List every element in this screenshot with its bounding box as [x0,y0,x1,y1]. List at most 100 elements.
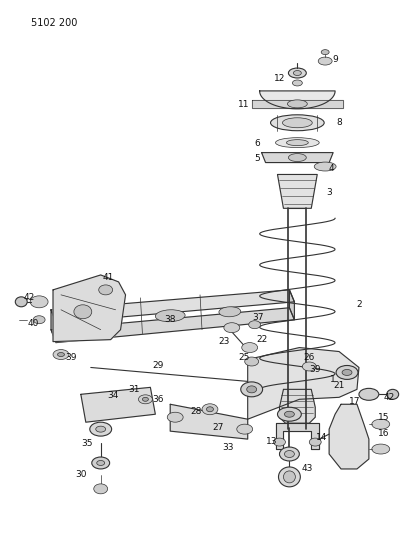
Ellipse shape [15,297,27,307]
Ellipse shape [271,115,324,131]
Text: 16: 16 [378,429,390,438]
Ellipse shape [284,471,295,483]
Ellipse shape [277,407,302,421]
Text: 12: 12 [274,75,285,84]
Text: 22: 22 [256,335,267,344]
Ellipse shape [94,484,108,494]
Ellipse shape [167,412,183,422]
Ellipse shape [33,316,45,324]
Ellipse shape [318,57,332,65]
Text: 6: 6 [255,139,260,148]
Ellipse shape [359,389,379,400]
Ellipse shape [219,307,241,317]
Ellipse shape [138,395,152,404]
Ellipse shape [321,50,329,54]
Polygon shape [279,389,315,423]
Ellipse shape [242,343,257,352]
Polygon shape [53,275,126,342]
Ellipse shape [237,424,253,434]
Ellipse shape [293,80,302,86]
Ellipse shape [372,419,390,429]
Polygon shape [51,310,56,343]
Ellipse shape [314,162,336,171]
Text: 17: 17 [349,397,361,406]
Ellipse shape [288,68,306,78]
Text: 34: 34 [107,391,118,400]
Text: 4: 4 [328,164,334,173]
Text: 39: 39 [310,365,321,374]
Text: 3: 3 [326,188,332,197]
Ellipse shape [279,447,299,461]
Ellipse shape [142,397,149,401]
Ellipse shape [245,357,259,366]
Text: 25: 25 [238,353,249,362]
Ellipse shape [99,285,113,295]
Text: 30: 30 [75,471,86,479]
Text: 39: 39 [65,353,77,362]
Polygon shape [81,387,155,422]
Ellipse shape [342,369,352,375]
Text: 8: 8 [336,118,342,127]
Text: 42: 42 [383,393,395,402]
Ellipse shape [53,350,69,360]
Text: 2: 2 [356,300,362,309]
Ellipse shape [247,386,257,393]
Text: 33: 33 [222,442,234,451]
Text: 37: 37 [252,313,264,322]
Ellipse shape [275,138,319,148]
Ellipse shape [241,382,263,397]
Ellipse shape [206,407,213,411]
Polygon shape [289,290,295,320]
Polygon shape [259,91,335,109]
Ellipse shape [372,444,390,454]
Ellipse shape [97,461,105,465]
Polygon shape [248,348,359,419]
Ellipse shape [74,305,92,319]
Text: 27: 27 [212,423,224,432]
Ellipse shape [92,457,110,469]
Ellipse shape [287,100,307,108]
Text: 13: 13 [266,437,277,446]
Ellipse shape [155,310,185,322]
Polygon shape [252,100,343,108]
Text: 11: 11 [238,100,249,109]
Ellipse shape [249,321,261,329]
Text: 15: 15 [378,413,390,422]
Text: 43: 43 [302,464,313,473]
Ellipse shape [336,366,358,379]
Text: 35: 35 [81,439,93,448]
Ellipse shape [284,450,295,457]
Text: 9: 9 [332,54,338,63]
Ellipse shape [58,352,64,357]
Ellipse shape [288,154,306,161]
Ellipse shape [309,438,321,446]
Text: 26: 26 [304,353,315,362]
Ellipse shape [293,70,302,76]
Ellipse shape [96,426,106,432]
Polygon shape [277,174,317,208]
Ellipse shape [224,322,240,333]
Text: 28: 28 [191,407,202,416]
Polygon shape [329,404,369,469]
Text: 31: 31 [129,385,140,394]
Ellipse shape [282,118,312,128]
Ellipse shape [279,467,300,487]
Polygon shape [275,423,319,449]
Ellipse shape [273,438,286,446]
Text: 5: 5 [255,154,260,163]
Text: 41: 41 [103,273,114,282]
Text: 29: 29 [153,361,164,370]
Text: 21: 21 [333,381,345,390]
Polygon shape [262,152,333,163]
Text: 38: 38 [164,315,176,324]
Ellipse shape [30,296,48,308]
Text: 36: 36 [153,395,164,404]
Text: 14: 14 [315,433,327,442]
Polygon shape [51,290,295,322]
Ellipse shape [90,422,112,436]
Text: 1: 1 [330,375,336,384]
Ellipse shape [302,362,316,371]
Text: 42: 42 [24,293,35,302]
Text: 23: 23 [218,337,230,346]
Text: 5102 200: 5102 200 [31,18,78,28]
